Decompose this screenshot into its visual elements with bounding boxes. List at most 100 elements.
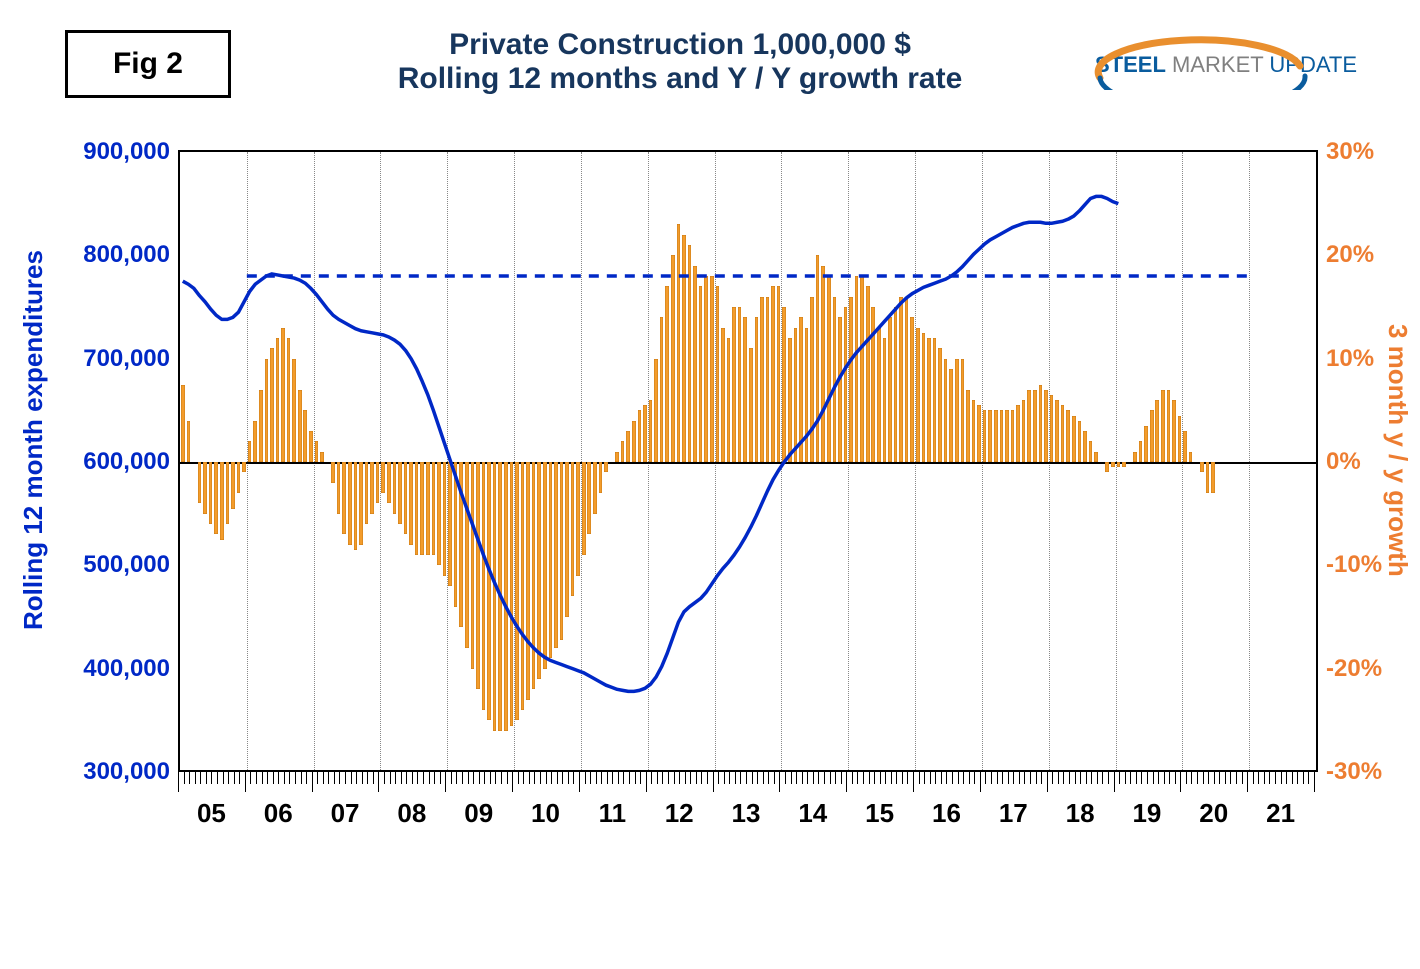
chart-root: Fig 2 Private Construction 1,000,000 $ R…: [0, 0, 1420, 969]
x-minor-tick: [1130, 772, 1131, 784]
y1-tick-label: 700,000: [60, 345, 170, 373]
x-year-label: 06: [248, 798, 308, 829]
x-minor-tick: [1019, 772, 1020, 784]
x-minor-ticks: [178, 770, 1316, 794]
x-minor-tick: [952, 772, 953, 784]
x-minor-tick: [1069, 772, 1070, 784]
x-minor-tick: [451, 772, 452, 784]
chart-title: Private Construction 1,000,000 $ Rolling…: [300, 28, 1060, 96]
x-year-label: 18: [1050, 798, 1110, 829]
y1-tick-label: 800,000: [60, 241, 170, 269]
x-minor-tick: [640, 772, 641, 784]
x-minor-tick: [991, 772, 992, 784]
x-minor-tick: [863, 772, 864, 784]
x-minor-tick: [779, 772, 780, 792]
x-minor-tick: [796, 772, 797, 784]
x-minor-tick: [646, 772, 647, 792]
x-minor-tick: [946, 772, 947, 784]
y2-tick-label: -30%: [1326, 758, 1406, 786]
x-minor-tick: [1147, 772, 1148, 784]
x-minor-tick: [1269, 772, 1270, 784]
x-year-label: 16: [916, 798, 976, 829]
x-minor-tick: [1153, 772, 1154, 784]
y2-tick-label: 0%: [1326, 448, 1406, 476]
x-minor-tick: [891, 772, 892, 784]
x-minor-tick: [417, 772, 418, 784]
x-minor-tick: [462, 772, 463, 784]
y1-tick-label: 900,000: [60, 138, 170, 166]
x-minor-tick: [1102, 772, 1103, 784]
x-year-label: 09: [449, 798, 509, 829]
x-year-label: 10: [516, 798, 576, 829]
x-minor-tick: [807, 772, 808, 784]
x-minor-tick: [607, 772, 608, 784]
x-minor-tick: [390, 772, 391, 784]
y2-tick-label: -20%: [1326, 655, 1406, 683]
x-minor-tick: [1075, 772, 1076, 784]
x-minor-tick: [963, 772, 964, 784]
x-minor-tick: [267, 772, 268, 784]
x-minor-tick: [373, 772, 374, 784]
x-minor-tick: [902, 772, 903, 784]
logo-arc-icon: [1070, 28, 1330, 90]
x-minor-tick: [896, 772, 897, 784]
x-minor-tick: [546, 772, 547, 784]
x-minor-tick: [852, 772, 853, 784]
x-minor-tick: [1208, 772, 1209, 784]
x-minor-tick: [284, 772, 285, 784]
x-minor-tick: [200, 772, 201, 784]
x-minor-tick: [484, 772, 485, 784]
x-minor-tick: [674, 772, 675, 784]
x-minor-tick: [618, 772, 619, 784]
y1-tick-label: 500,000: [60, 551, 170, 579]
x-year-label: 19: [1117, 798, 1177, 829]
x-minor-tick: [1314, 772, 1315, 792]
x-minor-tick: [278, 772, 279, 784]
x-minor-tick: [423, 772, 424, 784]
x-year-label: 20: [1184, 798, 1244, 829]
x-minor-tick: [1024, 772, 1025, 784]
x-minor-tick: [813, 772, 814, 784]
x-minor-tick: [1230, 772, 1231, 784]
x-minor-tick: [1225, 772, 1226, 784]
x-minor-tick: [1041, 772, 1042, 784]
x-minor-tick: [1052, 772, 1053, 784]
x-minor-tick: [1002, 772, 1003, 784]
x-year-label: 13: [716, 798, 776, 829]
x-minor-tick: [601, 772, 602, 784]
x-minor-tick: [1114, 772, 1115, 792]
reference-dashed-line: [180, 152, 1316, 772]
x-minor-tick: [206, 772, 207, 784]
x-minor-tick: [440, 772, 441, 784]
x-minor-tick: [930, 772, 931, 784]
x-minor-tick: [362, 772, 363, 784]
x-minor-tick: [406, 772, 407, 784]
x-minor-tick: [239, 772, 240, 784]
chart-title-line2: Rolling 12 months and Y / Y growth rate: [300, 62, 1060, 96]
x-minor-tick: [1175, 772, 1176, 784]
x-minor-tick: [585, 772, 586, 784]
x-minor-tick: [1036, 772, 1037, 784]
x-minor-tick: [579, 772, 580, 792]
x-minor-tick: [791, 772, 792, 784]
x-minor-tick: [1191, 772, 1192, 784]
x-minor-tick: [612, 772, 613, 784]
x-minor-tick: [306, 772, 307, 784]
x-minor-tick: [818, 772, 819, 784]
x-minor-tick: [746, 772, 747, 784]
x-minor-tick: [356, 772, 357, 784]
x-minor-tick: [985, 772, 986, 784]
x-minor-tick: [668, 772, 669, 784]
x-minor-tick: [1292, 772, 1293, 784]
x-minor-tick: [1063, 772, 1064, 784]
figure-label-box: Fig 2: [65, 30, 231, 98]
x-year-label: 12: [649, 798, 709, 829]
x-minor-tick: [1281, 772, 1282, 784]
x-minor-tick: [969, 772, 970, 784]
x-minor-tick: [1164, 772, 1165, 784]
x-minor-tick: [740, 772, 741, 784]
x-minor-tick: [835, 772, 836, 784]
x-minor-tick: [718, 772, 719, 784]
x-minor-tick: [456, 772, 457, 784]
x-minor-tick: [1141, 772, 1142, 784]
